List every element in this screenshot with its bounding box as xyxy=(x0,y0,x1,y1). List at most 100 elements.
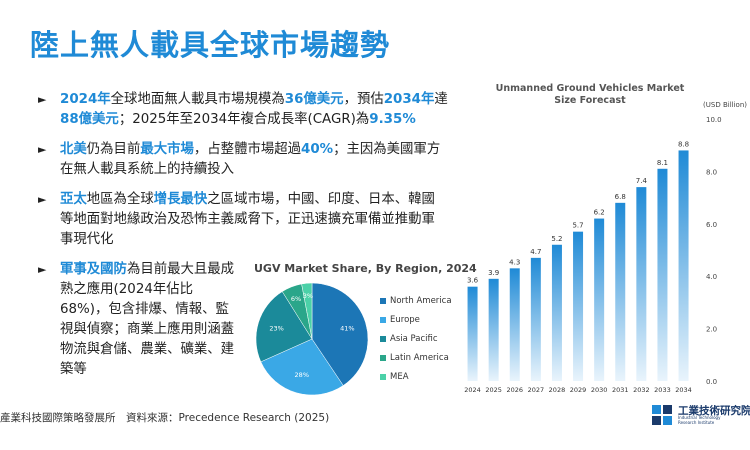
bar-value-label: 8.8 xyxy=(678,140,689,148)
x-tick-label: 2030 xyxy=(591,386,608,394)
bullet-text: ；主因為美國軍方在無人載具系統上的持續投入 xyxy=(60,142,441,177)
bullet-highlight: 2024年 xyxy=(60,92,111,107)
y-tick-label: 6.0 xyxy=(706,221,717,229)
bullet-item: ► 北美仍為目前最大市場，占整體市場超過40%；主因為美國軍方在無人載具系統上的持… xyxy=(38,140,448,180)
x-tick-label: 2029 xyxy=(570,386,587,394)
bullet-highlight: 亞太 xyxy=(60,192,87,207)
bar-chart-title: Size Forecast xyxy=(554,95,626,106)
y-tick-label: 0.0 xyxy=(706,378,717,386)
pie-slice xyxy=(311,282,369,386)
bar xyxy=(551,244,562,381)
y-tick-label: 10.0 xyxy=(706,116,722,124)
legend-label: Asia Pacific xyxy=(390,333,438,344)
pie-slice-label: 28% xyxy=(295,371,309,379)
y-tick-label: 8.0 xyxy=(706,168,717,176)
y-axis-unit-label: (USD Billion) xyxy=(703,101,747,109)
pie-slice-label: 6% xyxy=(291,295,301,303)
itri-logo-icon xyxy=(652,405,672,425)
bar-value-label: 8.1 xyxy=(657,159,668,167)
pie-slice-label: 23% xyxy=(269,325,283,333)
bar-value-label: 4.7 xyxy=(530,248,541,256)
bullet-highlight: 北美 xyxy=(60,142,87,157)
x-tick-label: 2024 xyxy=(464,386,481,394)
bullet-text: 仍為目前 xyxy=(86,142,141,157)
bullet-highlight: 9.35% xyxy=(369,112,416,127)
bar xyxy=(509,268,520,381)
x-tick-label: 2027 xyxy=(528,386,545,394)
bullet-text: ；2025年至2034年複合成長率(CAGR)為 xyxy=(118,112,370,127)
x-tick-label: 2028 xyxy=(549,386,566,394)
bar xyxy=(530,257,541,381)
bullet-text: 達 xyxy=(434,92,448,107)
bullet-highlight: 增長最快 xyxy=(153,192,208,207)
x-tick-label: 2034 xyxy=(675,386,692,394)
bar xyxy=(488,278,499,381)
legend-swatch xyxy=(380,316,386,323)
logo-text-en: Industrial Technology Research Institute xyxy=(678,415,721,425)
bullet-item: ► 亞太地區為全球增長最快之區域市場，中國、印度、日本、韓國等地面對地緣政治及恐怖… xyxy=(38,190,448,250)
legend-item: Latin America xyxy=(380,348,452,367)
pie-slice xyxy=(255,291,313,363)
bullet-arrow-icon: ► xyxy=(38,143,47,156)
bar-value-label: 3.6 xyxy=(467,277,479,285)
footer-source: 產業科技國際策略發展所 資料來源：Precedence Research (20… xyxy=(0,412,330,424)
bullet-arrow-icon: ► xyxy=(38,93,47,106)
pie-slice-label: 41% xyxy=(340,325,354,333)
bar-value-label: 5.2 xyxy=(551,235,562,243)
legend-item: MEA xyxy=(380,367,452,386)
y-tick-label: 4.0 xyxy=(706,273,717,281)
bullet-list: ► 2024年全球地面無人載具市場規模為36億美元，預估2034年達 88億美元；2… xyxy=(38,90,448,390)
x-tick-label: 2031 xyxy=(612,386,629,394)
bullet-item: ► 2024年全球地面無人載具市場規模為36億美元，預估2034年達 88億美元；2… xyxy=(38,90,448,130)
bullet-text: 為目前最大且最成熟之應用(2024年佔比68%)，包含排爆、情報、監視與偵察；商… xyxy=(60,262,235,377)
bullet-text: ，占整體市場超過 xyxy=(193,142,302,157)
pie-slice xyxy=(301,282,313,340)
bar-value-label: 7.4 xyxy=(636,177,648,185)
bar xyxy=(573,231,584,381)
bullet-arrow-icon: ► xyxy=(38,193,47,206)
bar xyxy=(615,202,626,381)
bullet-highlight: 軍事及國防 xyxy=(60,262,127,277)
legend-label: North America xyxy=(390,295,452,306)
legend-swatch xyxy=(380,354,386,361)
pie-slice-label: 3% xyxy=(303,292,313,300)
bar-value-label: 6.2 xyxy=(594,209,605,217)
pie-chart-title: UGV Market Share, By Region, 2024 xyxy=(254,262,477,275)
legend-swatch xyxy=(380,297,386,304)
pie-chart: 41% 28% 23% 6% 3% xyxy=(255,282,369,396)
bar xyxy=(594,218,605,381)
x-tick-label: 2025 xyxy=(485,386,502,394)
bullet-highlight: 40% xyxy=(301,142,334,157)
bar-value-label: 5.7 xyxy=(572,222,583,230)
bullet-arrow-icon: ► xyxy=(38,263,47,276)
bar-chart-title: Unmanned Ground Vehicles Market xyxy=(496,83,685,94)
bullet-item: ► 軍事及國防為目前最大且最成熟之應用(2024年佔比68%)，包含排爆、情報、監… xyxy=(38,260,238,380)
bar-value-label: 4.3 xyxy=(509,258,520,266)
bullet-highlight: 88億美元 xyxy=(60,112,119,127)
bar xyxy=(678,150,689,381)
legend-item: Europe xyxy=(380,310,452,329)
bullet-text: ，預估 xyxy=(343,92,384,107)
legend-label: Latin America xyxy=(390,352,449,363)
bar xyxy=(467,286,478,381)
legend-label: MEA xyxy=(390,371,409,382)
y-tick-label: 2.0 xyxy=(706,326,717,334)
legend-item: North America xyxy=(380,291,452,310)
x-tick-label: 2033 xyxy=(654,386,671,394)
logo-text-cn: 工業技術研究院 xyxy=(678,405,750,417)
bar-value-label: 3.9 xyxy=(488,269,499,277)
bar xyxy=(636,187,647,381)
bar-value-label: 6.8 xyxy=(615,193,626,201)
bullet-text: 全球地面無人載具市場規模為 xyxy=(110,92,285,107)
itri-logo: 工業技術研究院 Industrial Technology Research I… xyxy=(652,403,750,429)
bar xyxy=(657,168,668,381)
slide-title: 陸上無人載具全球市場趨勢 xyxy=(30,28,391,62)
legend-swatch xyxy=(380,335,386,342)
x-tick-label: 2032 xyxy=(633,386,650,394)
x-tick-label: 2026 xyxy=(506,386,523,394)
bullet-text: 之區域市場，中國、印度、日本、韓國等地面對地緣政治及恐怖主義威脅下，正迅速擴充軍… xyxy=(60,192,435,247)
legend-item: Asia Pacific xyxy=(380,329,452,348)
pie-legend: North America Europe Asia Pacific Latin Ame… xyxy=(380,291,452,386)
bullet-text: 地區為全球 xyxy=(86,192,154,207)
